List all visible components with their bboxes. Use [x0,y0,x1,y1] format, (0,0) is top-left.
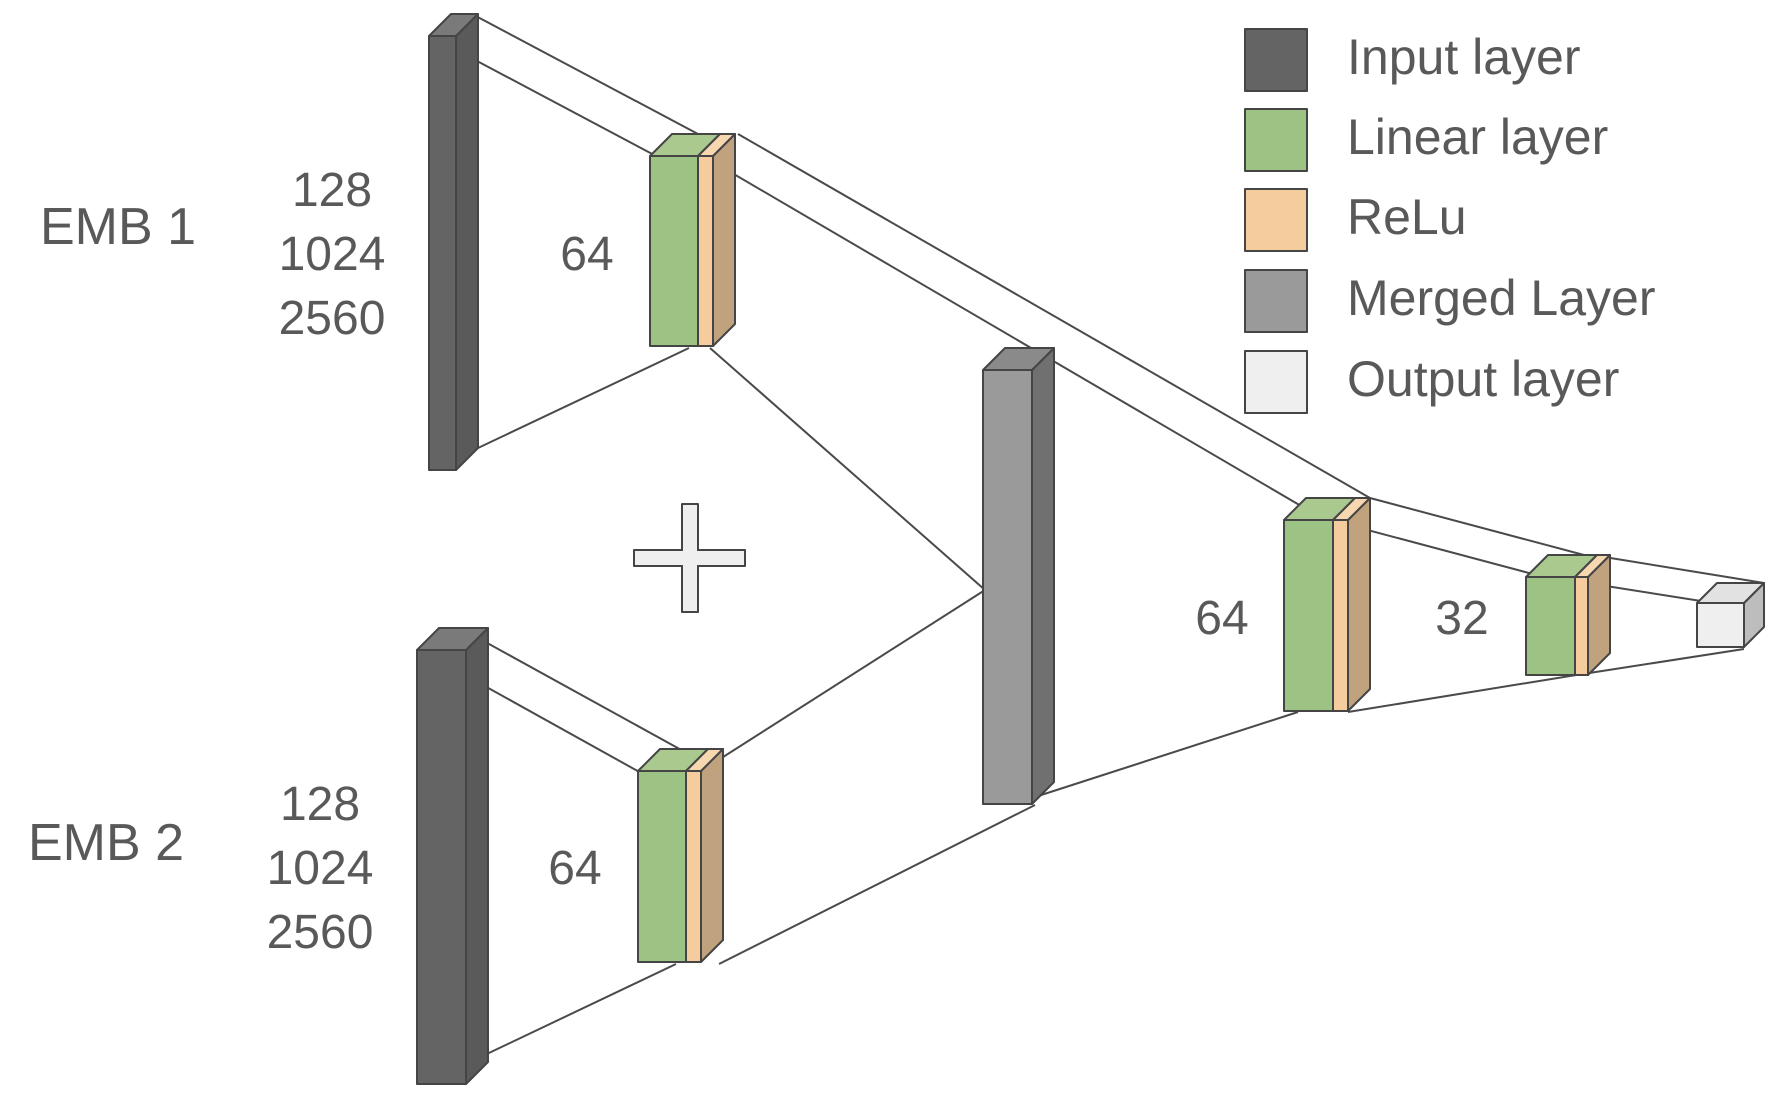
legend-label: Merged Layer [1347,270,1656,326]
merged-layer [982,347,1055,805]
legend-item: Linear layer [1244,108,1608,172]
legend-label: Output layer [1347,351,1619,407]
legend-label: ReLu [1347,189,1467,245]
emb1-hidden-size-label: 64 [560,228,613,281]
legend-swatch-linear [1244,108,1308,172]
legend-label: Input layer [1347,29,1580,85]
emb1-dim-label: 2560 [279,292,386,345]
emb2-dim-label: 2560 [267,906,374,959]
merged-hidden-size-label-1: 64 [1195,592,1248,645]
emb1-dim-label: 128 [292,164,372,217]
legend-item: ReLu [1244,188,1467,252]
legend-item: Input layer [1244,28,1580,92]
plus-operator [633,503,746,613]
emb1-input-layer [428,13,479,471]
emb2-linear-relu-block [637,748,724,963]
connection-lines [419,13,1765,1063]
legend-item: Merged Layer [1244,269,1656,333]
emb2-label: EMB 2 [28,814,184,872]
emb2-hidden-size-label: 64 [548,842,601,895]
emb1-label: EMB 1 [40,198,196,256]
emb2-dim-label: 1024 [267,842,374,895]
labels: EMB 1 128 1024 2560 64 EMB 2 128 1024 25… [28,164,1489,959]
merged-linear-relu-block-2 [1525,554,1611,676]
emb2-input-layer [416,627,489,1085]
legend: Input layer Linear layer ReLu Merged Lay… [1244,28,1656,414]
legend-label: Linear layer [1347,109,1608,165]
merged-linear-relu-block-1 [1283,497,1371,712]
emb2-dim-label: 128 [280,778,360,831]
legend-swatch-output [1244,350,1308,414]
legend-swatch-input [1244,28,1308,92]
emb1-dim-label: 1024 [279,228,386,281]
legend-item: Output layer [1244,350,1619,414]
merged-hidden-size-label-2: 32 [1435,592,1488,645]
emb1-linear-relu-block [649,133,736,347]
output-layer [1696,582,1765,648]
legend-swatch-relu [1244,188,1308,252]
legend-swatch-merged [1244,269,1308,333]
